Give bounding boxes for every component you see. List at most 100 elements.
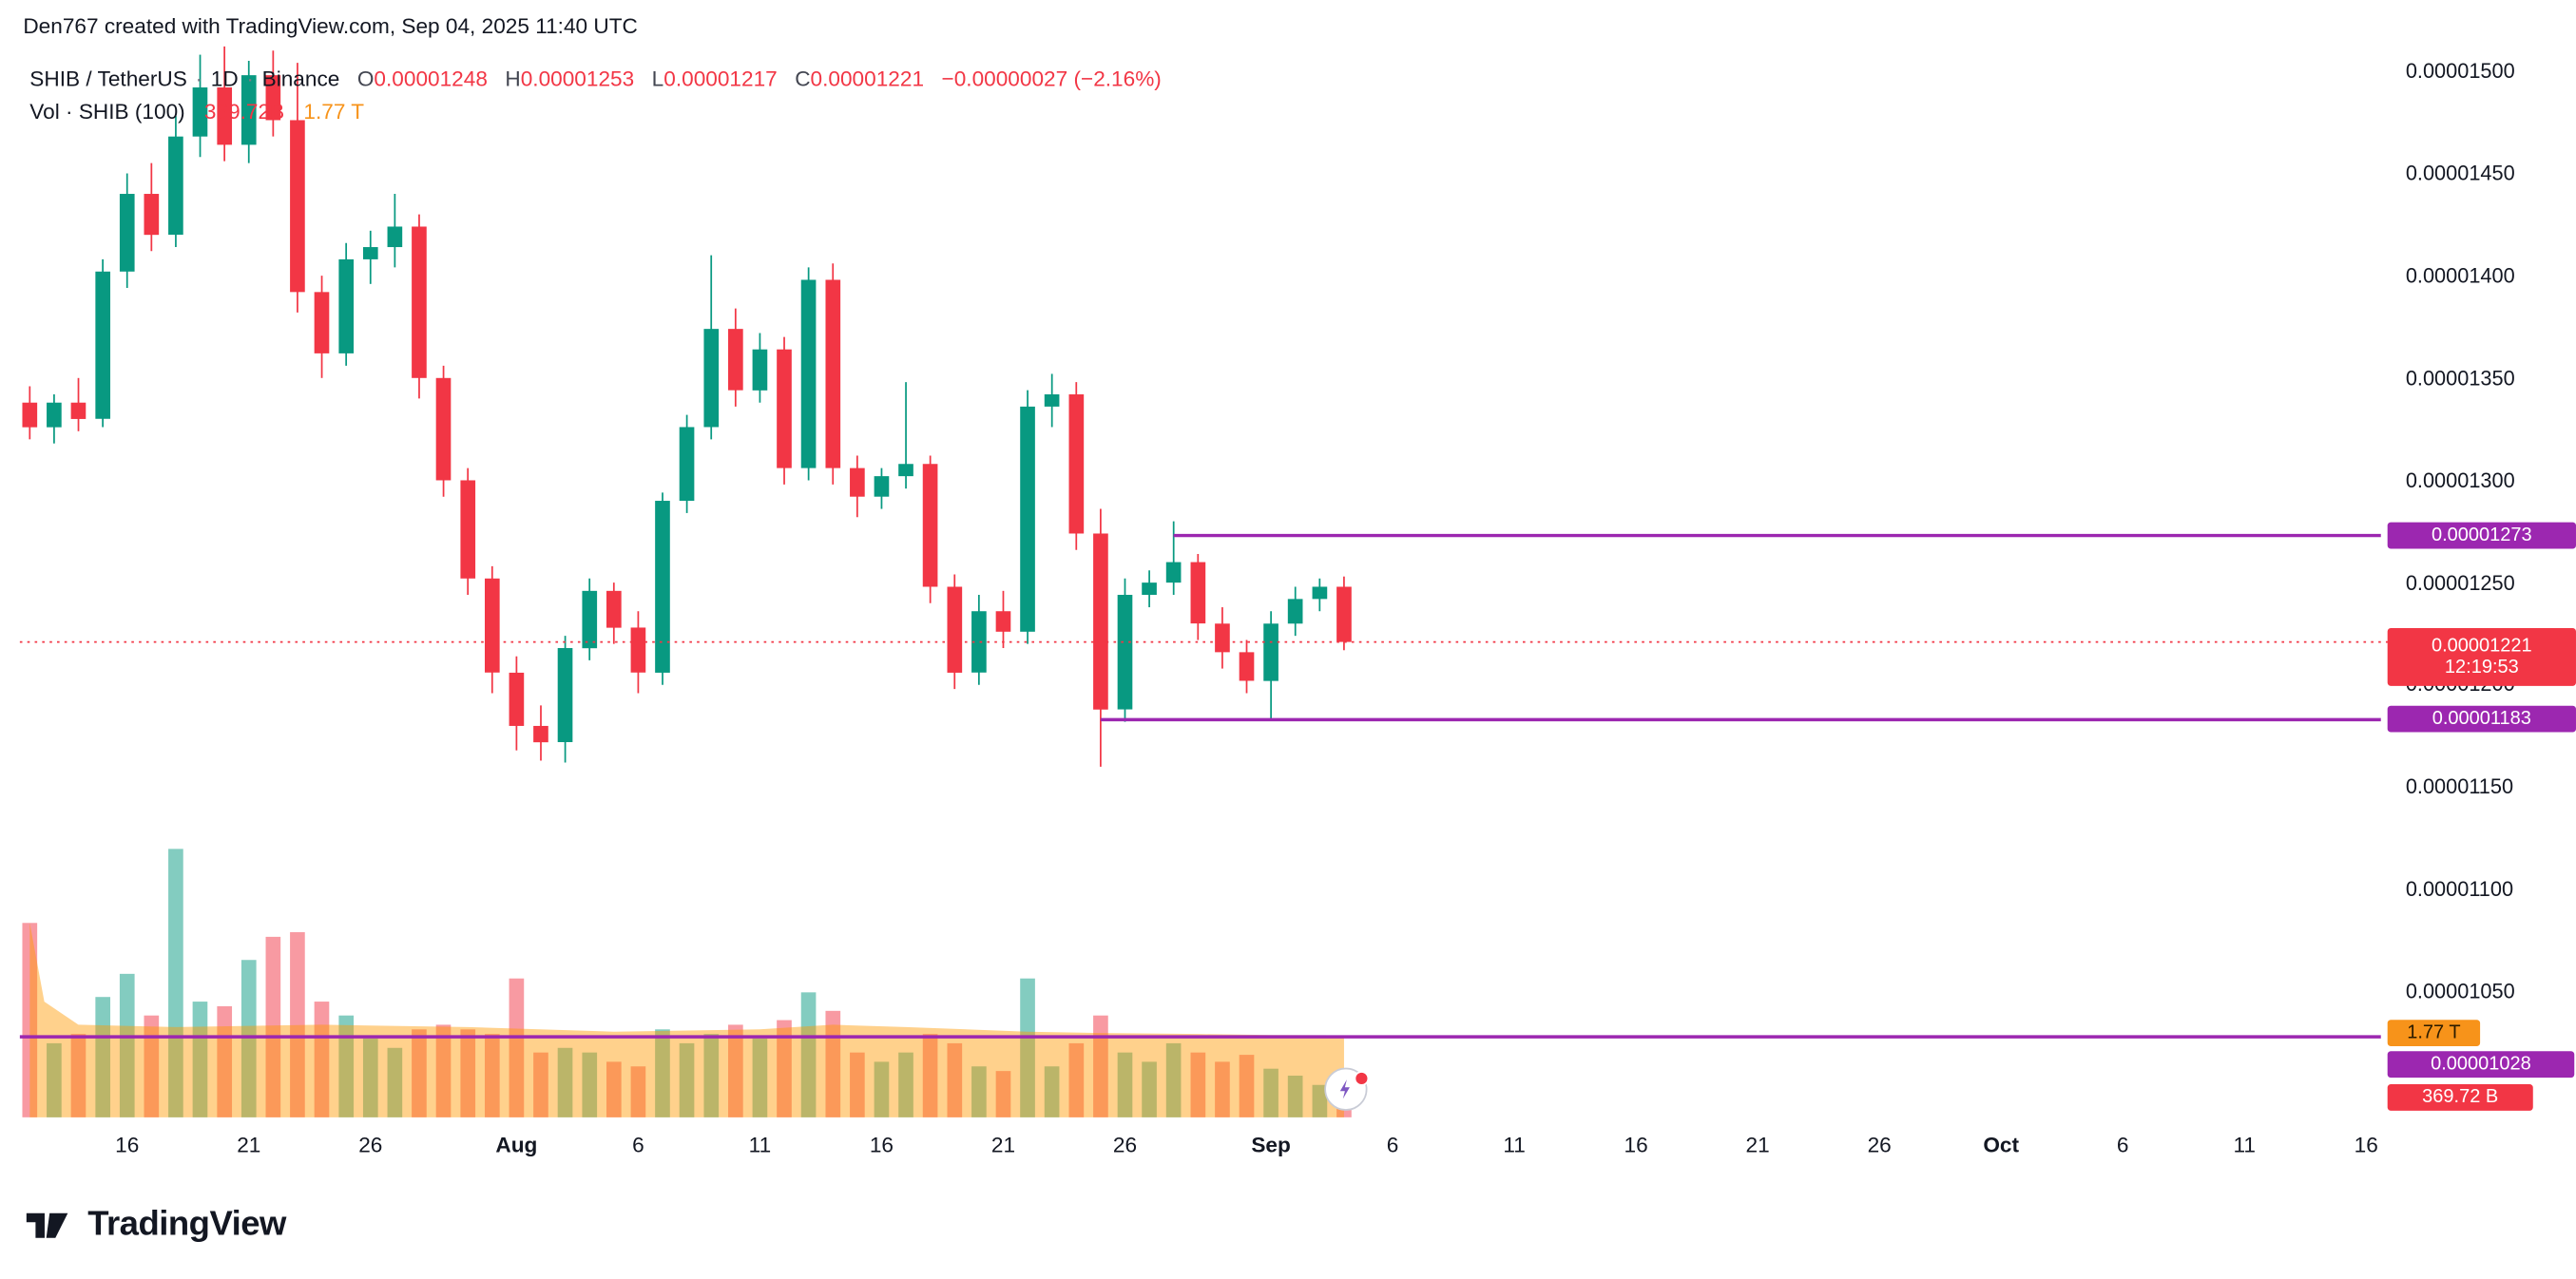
volume-ma-value: 1.77 T [303, 99, 365, 124]
candle-body [387, 226, 403, 248]
candle-body [240, 75, 257, 145]
volume-bar [995, 1071, 1011, 1117]
candle-body [22, 402, 38, 428]
volume-bar [314, 1002, 330, 1117]
candle-body [412, 226, 427, 378]
candle-body [947, 586, 963, 673]
x-axis-label: Aug [495, 1132, 538, 1157]
low-value: 0.00001217 [663, 66, 778, 91]
volume-bar [1044, 1066, 1060, 1117]
candle-body [47, 402, 62, 428]
volume-bar [1287, 1076, 1303, 1117]
volume-bar [679, 1042, 695, 1117]
y-axis-label: 0.00001350 [2405, 366, 2515, 390]
x-axis-label: 16 [869, 1132, 894, 1157]
candle-body [290, 120, 305, 293]
volume-bar [412, 1029, 427, 1117]
price-scale[interactable]: 0.00001500 0.00001450 0.00001400 0.00001350… [2391, 0, 2576, 1117]
legend-volume-row: Vol · SHIB (100) 369.72B 1.77 T [29, 96, 1162, 129]
time-scale[interactable]: 16 21 26 Aug 6 11 16 21 26 Sep 6 11 16 21 26 Oct 6 11 16 [0, 1124, 2391, 1174]
candle-body [1068, 394, 1085, 534]
volume-bar [1239, 1055, 1255, 1117]
candle-body [850, 468, 865, 497]
volume-bar [1215, 1061, 1230, 1117]
close-value: 0.00001221 [810, 66, 925, 91]
volume-bar [435, 1024, 452, 1117]
volume-bar [192, 1002, 208, 1117]
low-label: L [651, 66, 664, 91]
candle-body [995, 611, 1011, 632]
candle-body [1117, 595, 1133, 710]
volume-bar [582, 1052, 598, 1117]
candle-body [898, 464, 913, 477]
candle-body [1263, 623, 1278, 681]
candle-body [265, 75, 281, 121]
candle-body [777, 349, 792, 468]
candle-body [728, 329, 743, 391]
snapshot-credit: Den767 created with TradingView.com, Sep… [23, 12, 638, 39]
volume-bar [1263, 1068, 1278, 1117]
volume-bar [119, 973, 135, 1117]
volume-ma-area [29, 923, 1344, 1117]
candle-body [168, 136, 183, 235]
brand-name: TradingView [87, 1205, 286, 1244]
candle-body [655, 501, 670, 673]
close-label: C [795, 66, 811, 91]
candle-body [557, 648, 573, 742]
open-label: O [356, 66, 375, 91]
volume-bar [1020, 978, 1035, 1117]
y-axis-label: 0.00001500 [2405, 59, 2515, 83]
open-value: 0.00001248 [374, 66, 488, 91]
y-axis-label: 0.00001100 [2405, 877, 2514, 902]
volume-bar [703, 1034, 720, 1117]
x-axis-label: 6 [632, 1132, 644, 1157]
candle-body [484, 578, 500, 673]
candle-body [582, 590, 598, 649]
candle-body [1044, 394, 1060, 407]
volume-bar [240, 960, 257, 1117]
candle-body [119, 194, 135, 272]
flash-marker-button[interactable] [1324, 1067, 1370, 1111]
candle-body [1215, 623, 1230, 653]
volume-bar [1142, 1061, 1157, 1117]
volume-bar [800, 992, 817, 1117]
volume-bar [752, 1039, 768, 1117]
volume-bar [70, 1034, 87, 1117]
candle-body [1336, 586, 1352, 642]
x-axis-label: 16 [1624, 1132, 1648, 1157]
volume-bar [557, 1047, 573, 1117]
symbol-title[interactable]: SHIB / TetherUS [29, 66, 187, 91]
candle-body [825, 279, 841, 468]
volume-bar [1093, 1015, 1108, 1117]
volume-bar [338, 1015, 355, 1117]
candle-body [1287, 599, 1303, 624]
y-axis-label: 0.00001150 [2405, 775, 2514, 799]
volume-bar [898, 1052, 913, 1117]
footer-brand[interactable]: TradingView [23, 1200, 286, 1250]
candle-body [509, 672, 525, 726]
volume-bar [630, 1066, 646, 1117]
y-axis-label: 0.00001200 [2405, 673, 2515, 697]
candle-body [1165, 562, 1182, 583]
volume-bar [290, 932, 305, 1117]
volume-bar [606, 1061, 622, 1117]
x-axis-label: Sep [1251, 1132, 1291, 1157]
y-axis-label: 0.00001450 [2405, 162, 2515, 185]
high-label: H [505, 66, 521, 91]
candle-body [435, 377, 452, 481]
candle-body [606, 590, 622, 628]
x-axis-label: 6 [1386, 1132, 1399, 1157]
candle-body [362, 247, 378, 259]
interval-label[interactable]: 1D [210, 66, 239, 91]
candle-body [95, 271, 111, 419]
y-axis-label: 0.00001250 [2405, 570, 2515, 595]
volume-bar [484, 1034, 500, 1117]
volume-study-label[interactable]: Vol · SHIB (100) [29, 99, 185, 124]
volume-bar [728, 1024, 743, 1117]
volume-bar [95, 997, 111, 1117]
legend-symbol-row: SHIB / TetherUS · 1D · Binance O0.00001248 H… [29, 66, 1162, 91]
candle-body [144, 194, 160, 236]
x-axis-label: Oct [1983, 1132, 2020, 1157]
